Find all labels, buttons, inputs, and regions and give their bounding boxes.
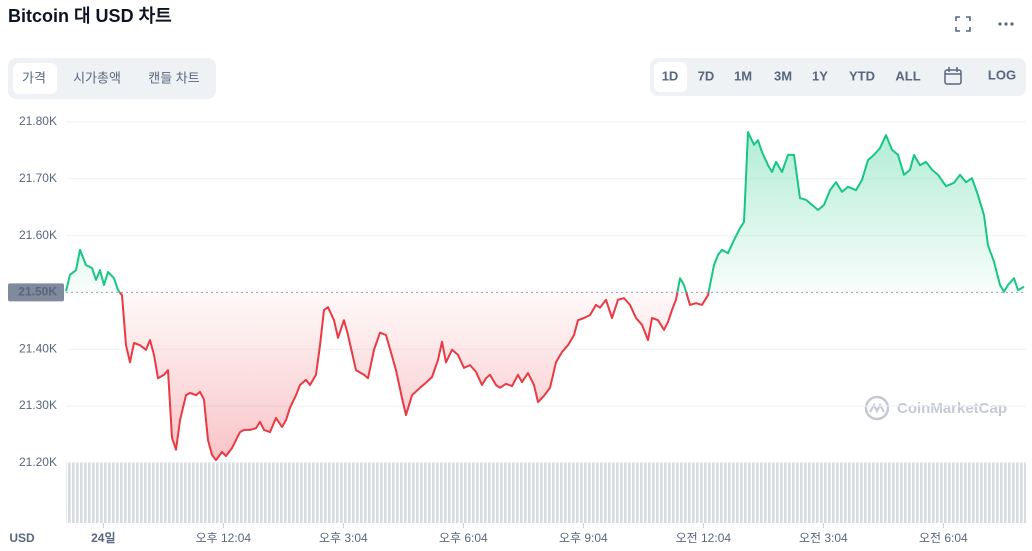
x-tick-label: 오전 12:04 <box>676 531 732 545</box>
range-button[interactable]: 7D <box>698 68 715 83</box>
range-button[interactable]: 1M <box>734 68 752 83</box>
x-tick-label: 오후 9:04 <box>559 531 608 545</box>
y-tick-label: 21.60K <box>19 228 57 242</box>
area-down <box>66 292 1024 460</box>
x-tick-label: 오후 12:04 <box>196 531 252 545</box>
volume-bars <box>66 462 1026 523</box>
fullscreen-glyph[interactable] <box>955 16 971 32</box>
baseline-label-box <box>8 283 64 302</box>
y-tick-label: 21.70K <box>19 171 57 185</box>
range-button[interactable]: 1D <box>662 68 679 83</box>
range-button[interactable]: YTD <box>849 68 875 83</box>
active-range[interactable] <box>654 62 687 92</box>
currency-label: USD <box>9 531 35 545</box>
y-tick-label: 21.80K <box>19 114 57 128</box>
range-group <box>650 58 1026 96</box>
x-tick-label: 오전 3:04 <box>799 531 848 545</box>
calendar-icon[interactable] <box>944 67 962 85</box>
y-tick-label: 21.20K <box>19 455 57 469</box>
ranges: 1D 7D 1M 3M 1Y YTD ALL <box>662 68 921 83</box>
range-button[interactable]: 3M <box>774 68 792 83</box>
x-tick-label: 오전 6:04 <box>919 531 968 545</box>
x-tick-label: 오후 3:04 <box>319 531 368 545</box>
chart-title: Bitcoin 대 USD 차트 <box>8 6 172 26</box>
more-menu[interactable] <box>998 22 1014 26</box>
price-line-down <box>118 292 1005 461</box>
x-tick-label: 24일 <box>91 531 115 545</box>
watermark: CoinMarketCap <box>864 395 1007 421</box>
tab-group <box>8 58 216 99</box>
watermark-text: CoinMarketCap <box>897 400 1007 417</box>
calendar-glyph[interactable] <box>945 67 961 75</box>
range-button[interactable]: ALL <box>895 68 920 83</box>
y-tick-label: 21.50K <box>18 285 57 299</box>
range-button[interactable]: 1Y <box>812 68 828 83</box>
plot: 21.20K 21.30K 21.40K 21.50K 21.60K 21.70K 21.8… <box>8 114 1026 545</box>
tab[interactable]: 시가총액 <box>73 70 121 85</box>
watermark-logo <box>864 395 890 421</box>
active-tab[interactable] <box>13 63 57 94</box>
y-tick-label: 21.30K <box>19 398 57 412</box>
dot[interactable] <box>998 22 1002 26</box>
y-tick-label: 21.40K <box>19 341 57 355</box>
price-line-up <box>65 131 1025 293</box>
tab[interactable]: 캔들 차트 <box>148 70 199 85</box>
x-tick-label: 오후 6:04 <box>439 531 488 545</box>
area-up <box>66 132 1024 293</box>
log-toggle[interactable]: LOG <box>988 67 1016 82</box>
dot[interactable] <box>1010 22 1014 26</box>
fullscreen-icon[interactable] <box>955 16 971 32</box>
dot[interactable] <box>1004 22 1008 26</box>
calendar-glyph[interactable] <box>944 69 962 85</box>
tab[interactable]: 가격 <box>22 70 46 85</box>
watermark-logo <box>869 402 885 414</box>
